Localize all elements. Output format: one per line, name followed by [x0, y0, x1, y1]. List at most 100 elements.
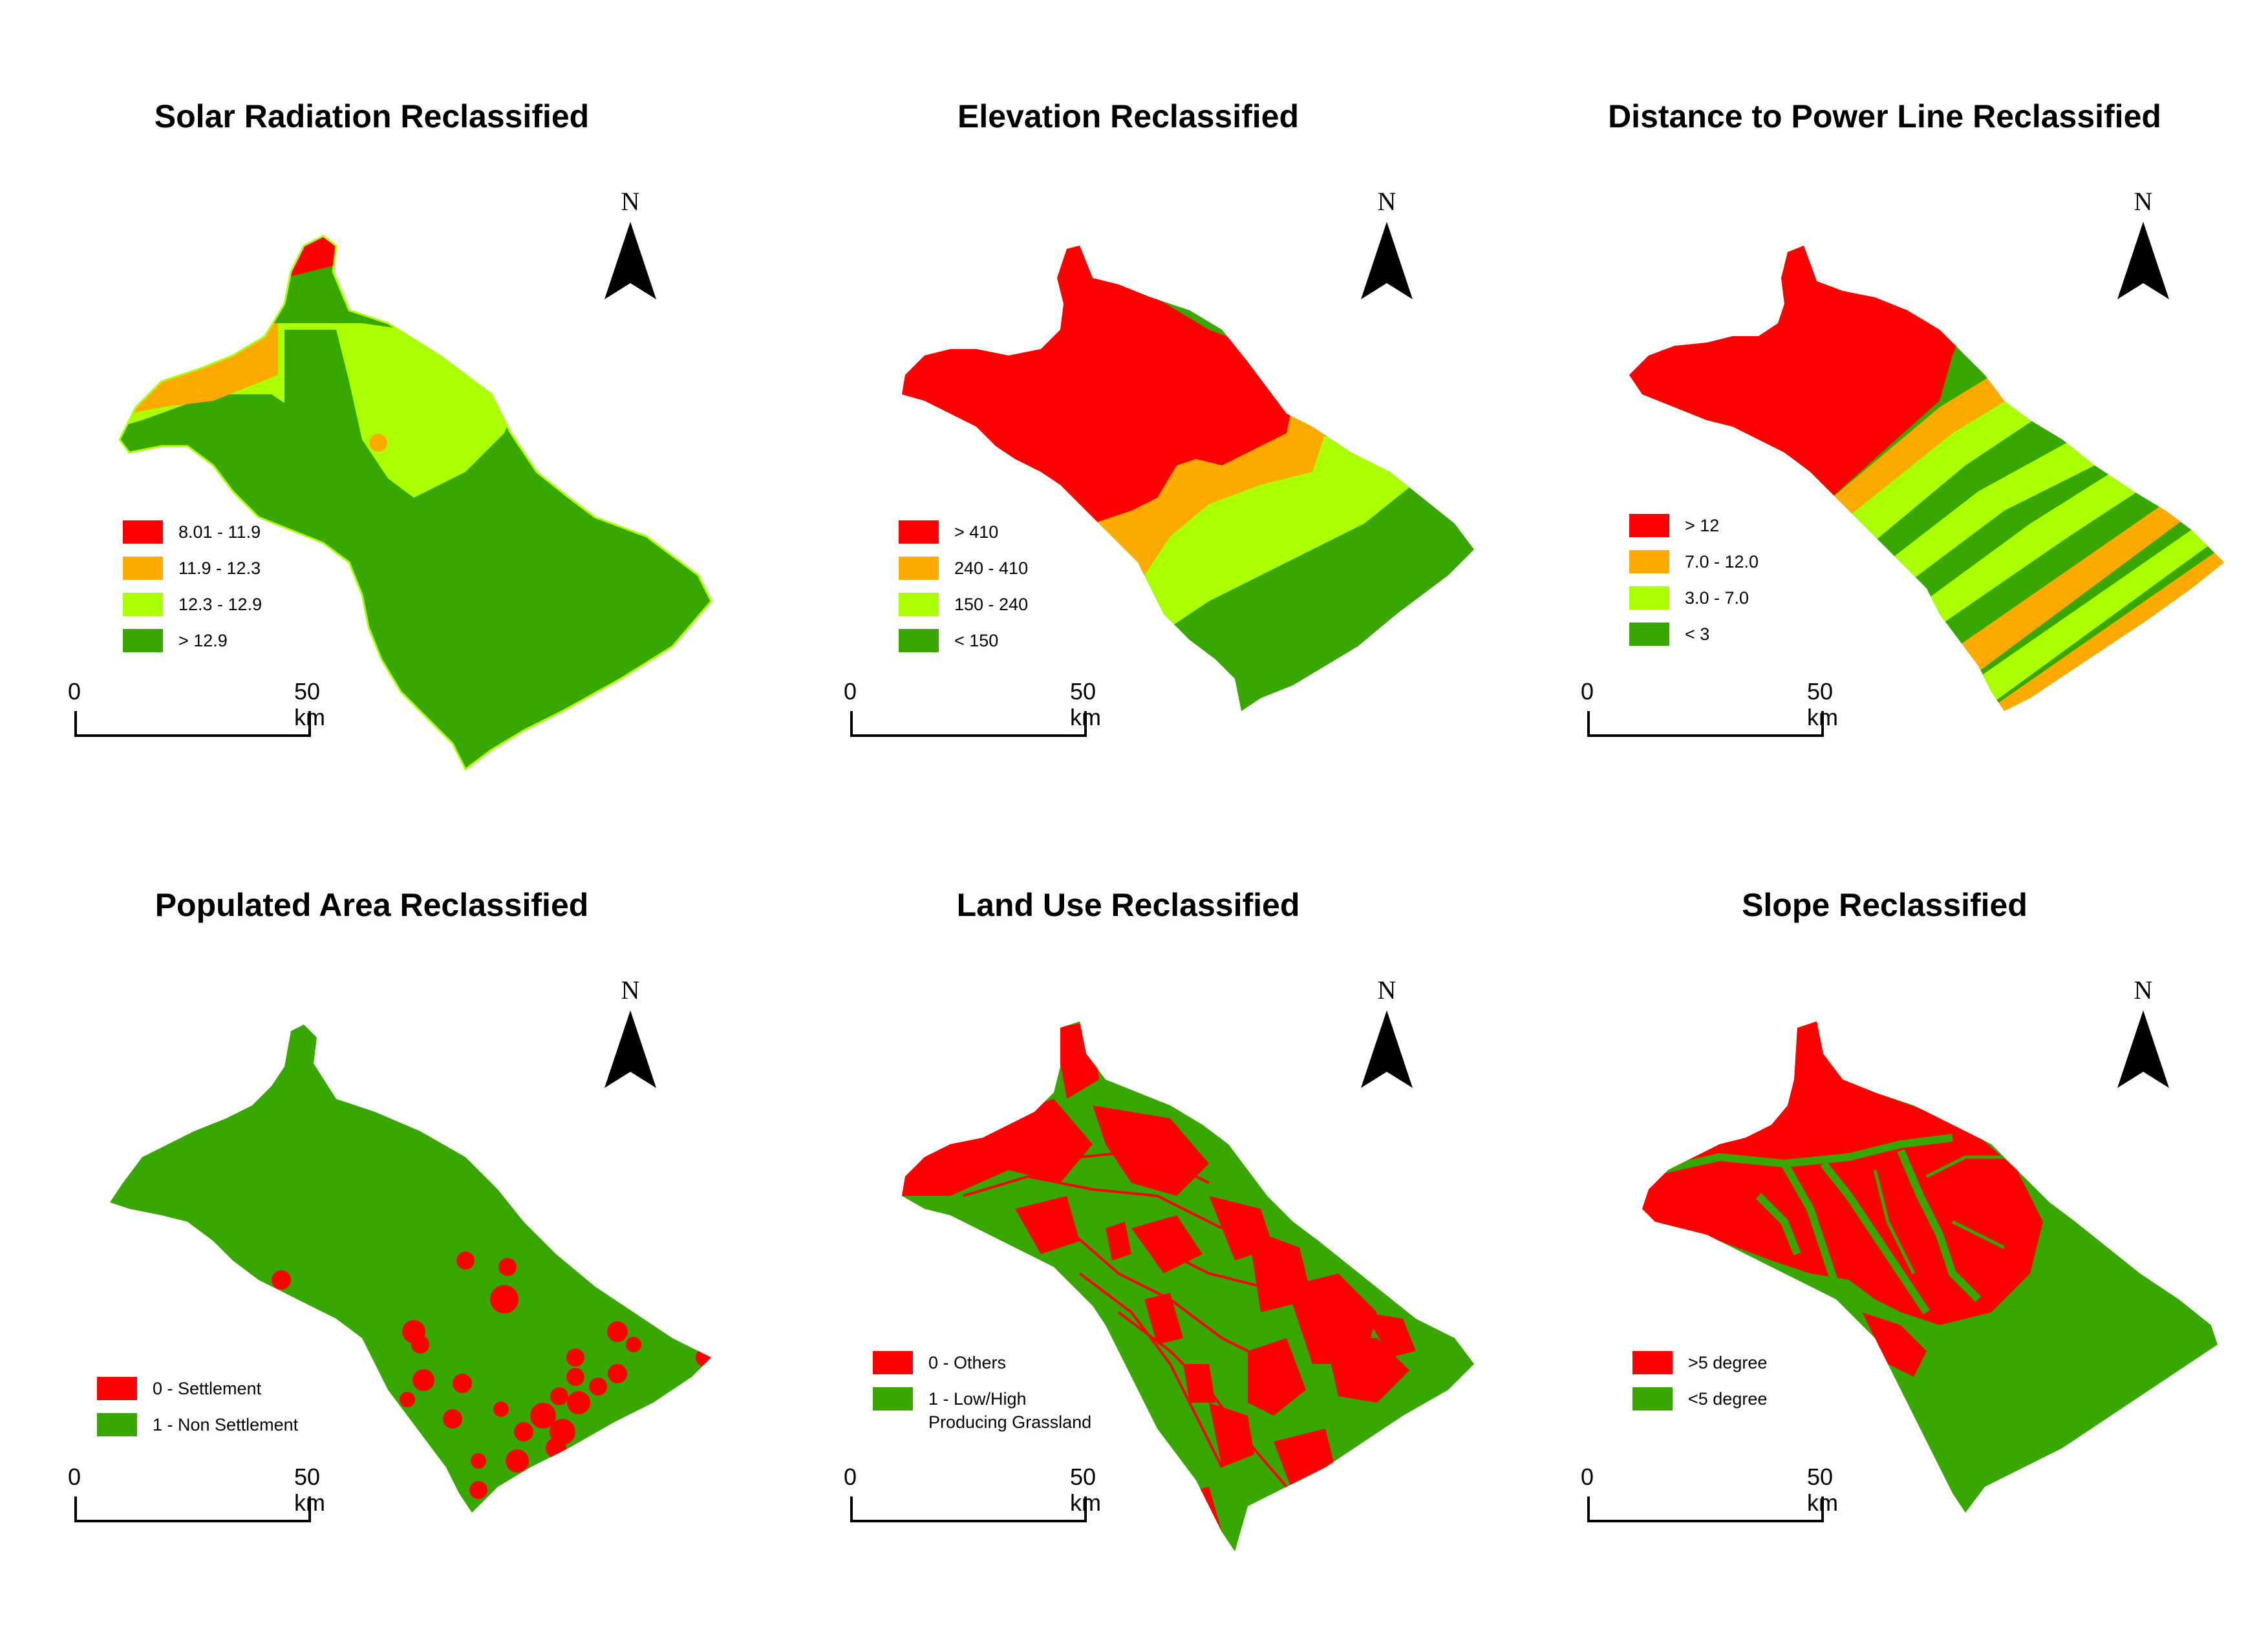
- map-title: Land Use Reclassified: [956, 887, 1300, 923]
- north-label: N: [1377, 975, 1396, 1005]
- legend-item: < 3: [1629, 623, 1759, 646]
- map-elevation: [902, 246, 1474, 711]
- panel-elevation: Elevation Reclassified N > 410 240 - 410…: [756, 97, 1500, 840]
- north-arrow-icon: [2117, 1010, 2169, 1088]
- legend-swatch: [1629, 586, 1669, 610]
- legend-swatch: [1629, 514, 1669, 537]
- legend: > 410 240 - 410 150 - 240 < 150: [899, 520, 1028, 665]
- legend-label: 3.0 - 7.0: [1685, 588, 1749, 608]
- legend-label: <5 degree: [1688, 1389, 1768, 1409]
- legend-item: 7.0 - 12.0: [1629, 550, 1759, 573]
- legend-swatch: [873, 1387, 913, 1411]
- north-label: N: [621, 975, 640, 1005]
- legend-item: > 12: [1629, 514, 1759, 537]
- legend-item: > 410: [899, 520, 1028, 544]
- legend-label: > 12: [1685, 516, 1720, 535]
- legend-swatch: [899, 593, 939, 616]
- legend-swatch: [1629, 623, 1669, 646]
- map-title: Elevation Reclassified: [957, 98, 1299, 134]
- north-label: N: [2134, 187, 2153, 216]
- north-arrow-icon: [1361, 1010, 1413, 1088]
- map-title: Populated Area Reclassified: [155, 887, 589, 923]
- legend-label: 12.3 - 12.9: [178, 595, 262, 614]
- north-label: N: [1377, 187, 1396, 216]
- north-label: N: [621, 187, 640, 216]
- map-solar-radiation: [118, 235, 712, 771]
- legend-item: 1 - Low/High Producing Grassland: [873, 1387, 1091, 1434]
- legend-item: > 12.9: [123, 629, 262, 652]
- legend: 0 - Others 1 - Low/High Producing Grassl…: [873, 1351, 1091, 1447]
- legend-label: 8.01 - 11.9: [178, 522, 261, 542]
- legend-swatch: [97, 1377, 137, 1400]
- legend: 8.01 - 11.9 11.9 - 12.3 12.3 - 12.9 > 12…: [123, 520, 262, 665]
- legend-label: 0 - Settlement: [153, 1379, 262, 1398]
- legend-item: 8.01 - 11.9: [123, 520, 262, 544]
- legend-item: 150 - 240: [899, 593, 1028, 616]
- legend-swatch: [899, 557, 939, 580]
- legend-label: 1 - Non Settlement: [153, 1415, 299, 1434]
- map-title: Slope Reclassified: [1742, 887, 2027, 923]
- scale-label-zero: 0: [68, 678, 81, 705]
- legend-label: >5 degree: [1688, 1353, 1768, 1372]
- legend-label: 240 - 410: [954, 559, 1029, 578]
- scale-bar: 0 50 km: [844, 679, 1109, 750]
- north-arrow-icon: [604, 222, 656, 299]
- scale-label-zero: 0: [1581, 1464, 1594, 1490]
- legend-swatch: [899, 520, 939, 544]
- legend-item: 3.0 - 7.0: [1629, 586, 1759, 610]
- map-title: Distance to Power Line Reclassified: [1608, 98, 2161, 134]
- legend-item: >5 degree: [1632, 1351, 1767, 1374]
- map-slope: [1642, 1021, 2218, 1513]
- scale-bar: 0 50 km: [1581, 1464, 1846, 1535]
- north-arrow: N: [1348, 976, 1426, 1105]
- legend-item: 1 - Non Settlement: [97, 1413, 298, 1436]
- scale-bar: 0 50 km: [1581, 679, 1846, 750]
- scale-label-zero: 0: [844, 678, 857, 705]
- legend-item: < 150: [899, 629, 1028, 652]
- legend-swatch: [1632, 1387, 1673, 1411]
- legend-item: <5 degree: [1632, 1387, 1767, 1411]
- north-label: N: [2134, 975, 2153, 1005]
- legend-item: 12.3 - 12.9: [123, 593, 262, 616]
- map-distance-power-line: [1629, 246, 2224, 711]
- north-arrow-icon: [2117, 222, 2169, 299]
- scale-bar: 0 50 km: [844, 1464, 1109, 1535]
- legend-swatch: [873, 1351, 913, 1374]
- legend-item: 11.9 - 12.3: [123, 557, 262, 580]
- scale-label-zero: 0: [68, 1464, 81, 1490]
- scale-label-zero: 0: [844, 1464, 857, 1490]
- north-arrow-icon: [1361, 222, 1413, 299]
- legend-swatch: [123, 520, 163, 544]
- legend-item: 240 - 410: [899, 557, 1028, 580]
- legend-swatch: [123, 557, 163, 580]
- map-title: Solar Radiation Reclassified: [154, 98, 590, 134]
- legend-label: < 3: [1685, 624, 1710, 644]
- panel-distance-power-line: Distance to Power Line Reclassified N: [1513, 97, 2256, 840]
- legend-label: 1 - Low/High Producing Grassland: [928, 1389, 1092, 1432]
- legend-label: > 410: [954, 522, 999, 542]
- legend-swatch: [899, 629, 939, 652]
- map-populated-area: [110, 1025, 711, 1513]
- panel-solar-radiation: Solar Radiation Reclassified N 8.01 - 11…: [0, 97, 744, 840]
- legend: >5 degree <5 degree: [1632, 1351, 1767, 1423]
- panel-slope: Slope Reclassified: [1513, 886, 2256, 1629]
- legend-label: 11.9 - 12.3: [178, 559, 261, 578]
- legend-item: 0 - Settlement: [97, 1377, 298, 1400]
- north-arrow-icon: [604, 1010, 656, 1088]
- map-land-use: [902, 1021, 1474, 1551]
- legend: > 12 7.0 - 12.0 3.0 - 7.0 < 3: [1629, 514, 1759, 659]
- legend-swatch: [123, 593, 163, 616]
- panel-populated-area: Populated Area Reclassified: [0, 886, 744, 1629]
- north-arrow: N: [1348, 187, 1426, 317]
- legend-swatch: [97, 1413, 137, 1436]
- north-arrow: N: [2104, 187, 2182, 317]
- scale-bar: 0 50 km: [68, 1464, 333, 1535]
- panel-land-use: Land Use Reclassified: [756, 886, 1500, 1629]
- legend-swatch: [1632, 1351, 1673, 1374]
- north-arrow: N: [592, 187, 669, 317]
- scale-bar: 0 50 km: [68, 679, 333, 750]
- legend-label: > 12.9: [178, 631, 228, 650]
- legend-label: < 150: [954, 631, 999, 650]
- scale-label-zero: 0: [1581, 678, 1594, 705]
- legend-label: 150 - 240: [954, 595, 1029, 614]
